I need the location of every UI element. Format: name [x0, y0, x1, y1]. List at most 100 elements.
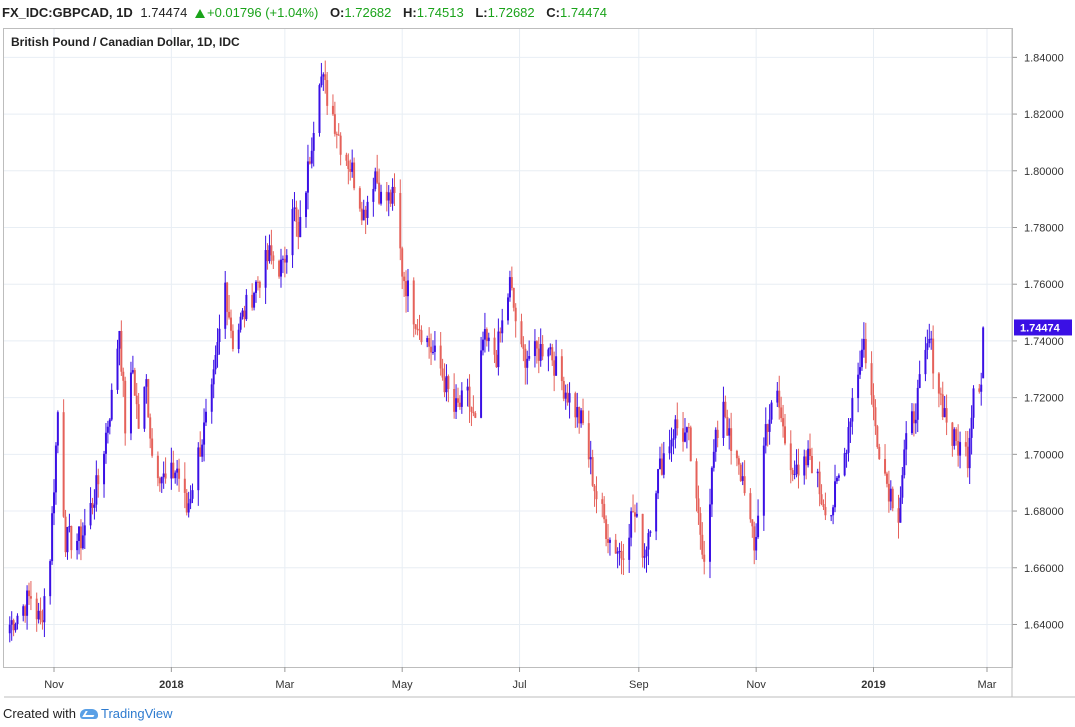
candle-body [972, 388, 975, 418]
open-field: O:1.72682 [330, 5, 395, 20]
candle-body [834, 481, 837, 508]
candle-body [603, 503, 606, 520]
candle-body [14, 623, 17, 631]
candle-body [564, 392, 567, 399]
candle-body [322, 74, 325, 77]
candle-body [608, 539, 611, 543]
symbol-header: FX_IDC:GBPCAD, 1D 1.74474 +0.01796 (+1.0… [0, 0, 1075, 26]
candle-body [324, 74, 327, 81]
candle-body [393, 186, 396, 193]
candle-body [268, 245, 271, 262]
low-label: L: [475, 5, 488, 20]
candle-body [137, 404, 140, 429]
candle-body [810, 455, 813, 474]
candle-body [526, 358, 529, 368]
candle-body [510, 277, 513, 289]
candle-body [272, 255, 275, 261]
candle-body [64, 516, 67, 553]
candle-body [145, 379, 148, 387]
candle-body [741, 476, 744, 481]
candle-body [782, 418, 785, 427]
x-tick-label: May [392, 679, 413, 691]
candle-body [851, 398, 854, 422]
candle-body [753, 526, 756, 551]
last-price-tag [1014, 319, 1072, 336]
candle-body [726, 416, 729, 436]
candle-body [914, 419, 917, 424]
candle-body [270, 245, 273, 256]
candle-body [433, 345, 436, 352]
x-tick-label: 2019 [861, 679, 885, 691]
candle-body [724, 401, 727, 417]
candle-body [172, 462, 175, 479]
candle-body [578, 407, 581, 424]
candle-body [414, 324, 417, 329]
candle-body [10, 620, 13, 625]
candle-body [522, 344, 525, 349]
candle-body [66, 526, 69, 553]
candle-body [507, 297, 509, 321]
candle-body [528, 356, 531, 359]
y-tick-label: 1.68000 [1024, 506, 1064, 518]
candle-body [455, 398, 458, 412]
candle-body [622, 558, 625, 560]
candle-body [456, 398, 459, 403]
candle-body [280, 259, 283, 277]
candle-body [441, 368, 444, 378]
candle-body [701, 534, 704, 555]
candle-body [306, 161, 309, 193]
candle-body [241, 310, 244, 317]
candle-body [481, 339, 484, 351]
candle-body [884, 459, 887, 474]
candle-body [607, 539, 610, 543]
y-tick-label: 1.74000 [1024, 336, 1064, 348]
candle-body [766, 424, 769, 432]
candle-body [299, 217, 302, 238]
candle-body [614, 539, 617, 554]
close-label: C: [546, 5, 560, 20]
candle-body [480, 350, 483, 418]
candle-body [174, 472, 177, 479]
candle-body [859, 367, 862, 375]
candle-body [472, 411, 475, 414]
x-tick-label: Mar [275, 679, 294, 691]
candle-body [426, 338, 429, 343]
candle-body [951, 422, 954, 446]
candle-body [229, 317, 232, 331]
candle-body [943, 408, 946, 418]
tradingview-logo[interactable]: TradingView [79, 706, 173, 721]
candle-body [887, 483, 890, 502]
candle-body [420, 330, 423, 343]
candle-body [320, 76, 323, 86]
candle-body [255, 281, 257, 293]
candle-body [982, 327, 985, 379]
candle-body [278, 260, 281, 277]
candle-body [406, 280, 409, 297]
candle-body [26, 590, 29, 616]
candle-body [889, 488, 892, 502]
candle-body [251, 294, 254, 308]
candle-body [562, 381, 565, 399]
candle-body [43, 596, 46, 623]
candle-body [312, 133, 315, 151]
candle-body [632, 511, 635, 513]
candle-body [412, 280, 415, 325]
candle-body [953, 429, 956, 446]
y-tick-label: 1.76000 [1024, 279, 1064, 291]
candle-body [266, 250, 269, 262]
candle-body [582, 410, 585, 424]
candle-body [776, 390, 779, 403]
candle-body [28, 590, 31, 597]
candle-body [699, 513, 702, 535]
candle-body [797, 464, 800, 476]
candle-body [212, 369, 215, 385]
candle-body [389, 192, 392, 204]
candle-body [258, 281, 261, 288]
created-with-label: Created with [3, 706, 76, 721]
candle-body [149, 417, 152, 439]
candle-body [218, 328, 221, 342]
candle-body [793, 474, 796, 476]
candle-body [256, 281, 259, 283]
price-chart[interactable]: 1.64000 1.66000 1.68000 1.70000 1.72000 1.740… [0, 0, 1075, 700]
candle-body [658, 458, 661, 470]
